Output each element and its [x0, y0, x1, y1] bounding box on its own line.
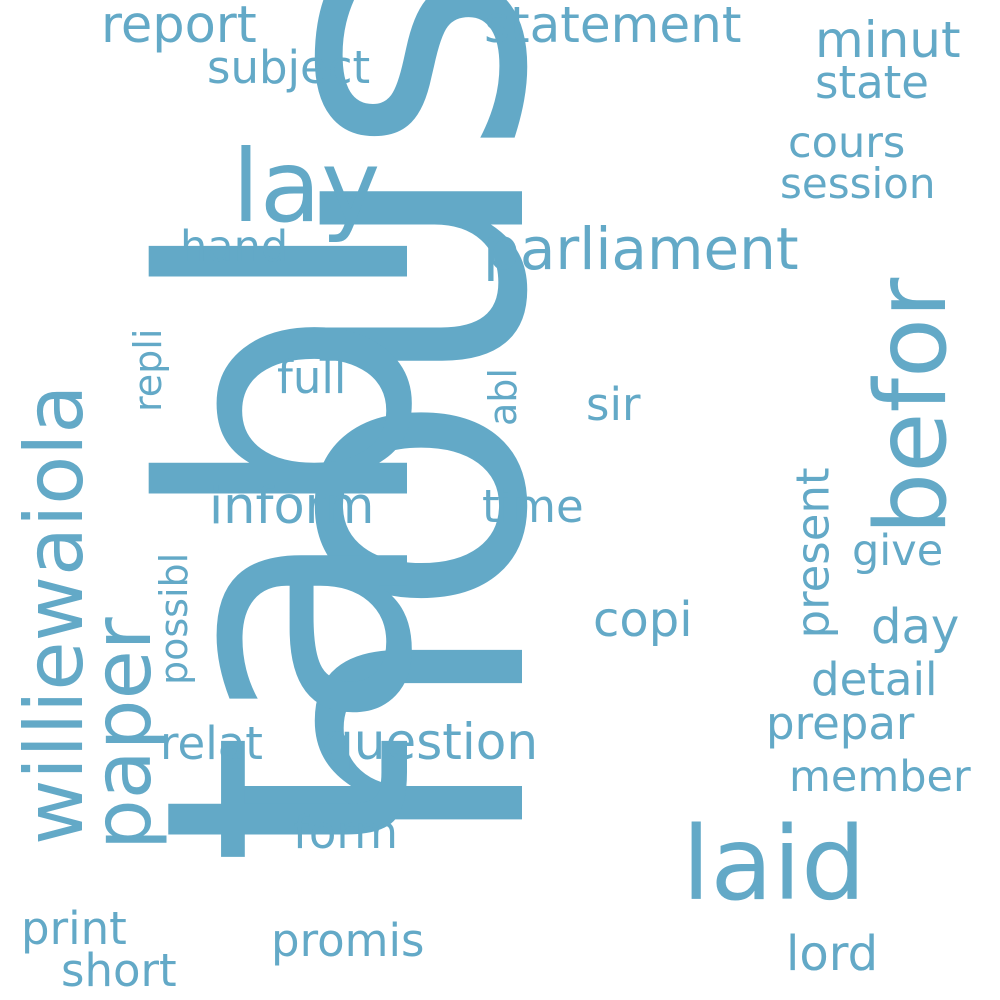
word-paper: paper: [76, 617, 169, 850]
word-cours: cours: [788, 118, 906, 168]
word-present: present: [786, 467, 840, 639]
word-print: print: [21, 902, 127, 955]
word-statement: statement: [484, 0, 742, 54]
word-sir: sir: [586, 378, 641, 431]
word-laid: laid: [682, 805, 866, 924]
word-session: session: [780, 159, 936, 208]
word-hand: hand: [180, 222, 289, 272]
word-form: form: [293, 806, 398, 859]
word-prepar: prepar: [766, 697, 915, 750]
word-copi: copi: [593, 592, 693, 648]
word-short: short: [61, 944, 177, 997]
word-lord: lord: [786, 926, 879, 982]
word-befor: befor: [855, 277, 969, 535]
word-minut: minut: [815, 11, 961, 69]
word-time: time: [482, 480, 584, 533]
word-member: member: [789, 752, 971, 802]
word-report: report: [101, 0, 257, 55]
word-day: day: [871, 599, 960, 655]
word-lay: lay: [232, 128, 381, 245]
word-repli: repli: [126, 328, 170, 412]
word-parliament: parliament: [483, 215, 799, 283]
word-inform: inform: [209, 477, 375, 536]
word-question: question: [322, 713, 539, 771]
word-possibl: possibl: [152, 552, 196, 685]
word-relat: relat: [160, 717, 263, 770]
word-promis: promis: [271, 914, 425, 967]
word-state: state: [815, 56, 929, 109]
word-abl: abl: [481, 368, 525, 426]
word-full: full: [277, 351, 347, 404]
word-give: give: [852, 526, 944, 576]
word-detail: detail: [811, 653, 938, 706]
word-subject: subject: [207, 41, 371, 94]
